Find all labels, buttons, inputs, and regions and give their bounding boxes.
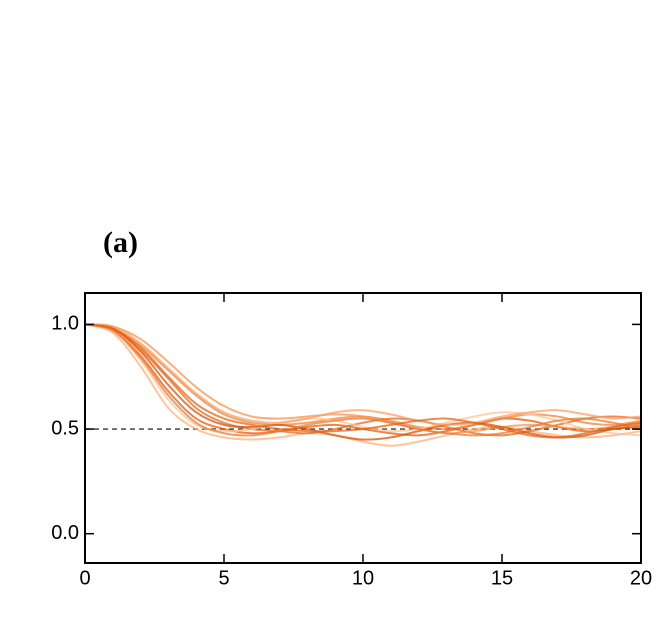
plot-area — [85, 323, 641, 447]
y-tick-label: 1.0 — [51, 313, 79, 335]
x-tick-label: 20 — [630, 567, 652, 589]
curve — [85, 323, 641, 426]
axes-frame — [84, 292, 642, 564]
x-tick-label: 0 — [79, 567, 90, 589]
y-tick-label: 0.5 — [51, 417, 79, 439]
curve — [85, 323, 641, 447]
curve — [85, 323, 641, 437]
curve — [85, 323, 641, 435]
x-tick-label: 15 — [491, 567, 513, 589]
y-tick-label: 0.0 — [51, 522, 79, 544]
x-tick-label: 10 — [352, 567, 374, 589]
curve — [85, 323, 641, 437]
x-tick-label: 5 — [218, 567, 229, 589]
panel-label: (a) — [103, 226, 138, 259]
curve — [85, 323, 641, 439]
